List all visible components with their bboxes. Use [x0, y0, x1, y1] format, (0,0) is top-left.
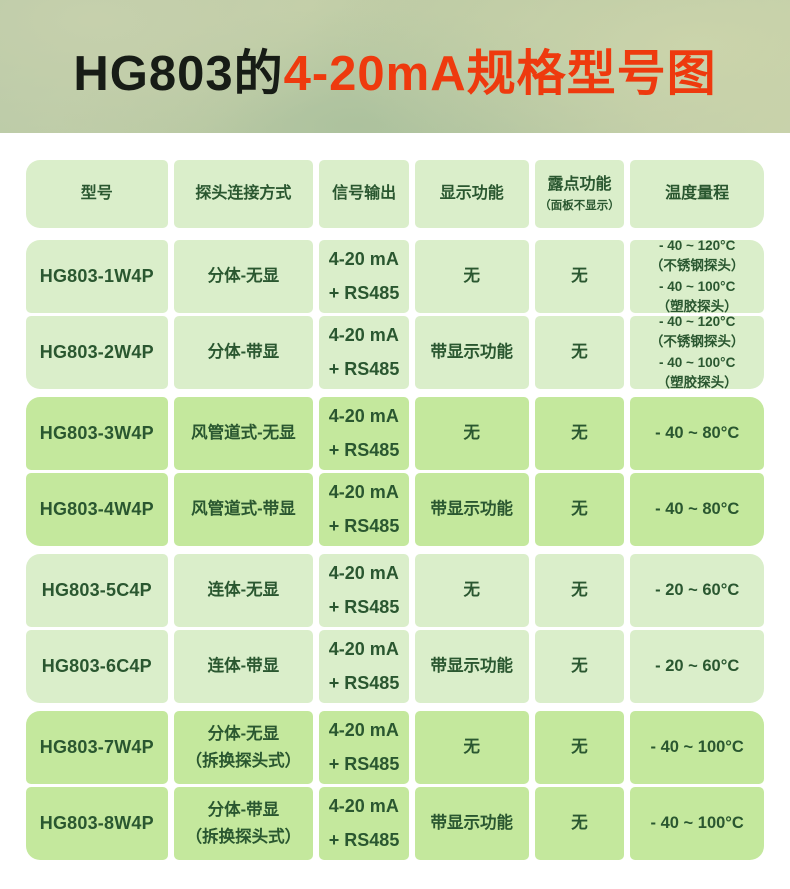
connection-cell: 分体-无显 （拆换探头式）	[173, 711, 314, 784]
display-cell: 无	[414, 711, 529, 784]
header-display: 显示功能	[414, 160, 529, 228]
connection-cell: 分体-带显 （拆换探头式）	[173, 787, 314, 860]
model-cell: HG803-7W4P	[26, 711, 168, 784]
header-dewpoint: 露点功能 （面板不显示）	[534, 160, 625, 228]
header-model-label: 型号	[80, 185, 113, 203]
signal-cell: 4-20 mA + RS485	[319, 473, 409, 546]
spec-table: 型号 探头连接方式 信号输出 显示功能 露点功能 （面板不显示） 温度量程 HG…	[26, 160, 764, 860]
signal-text: 4-20 mA + RS485	[328, 639, 400, 693]
signal-text: 4-20 mA + RS485	[328, 406, 400, 460]
temp-range-cell: - 20 ~ 60°C	[630, 554, 764, 627]
signal-text: 4-20 mA + RS485	[328, 482, 400, 536]
signal-text: 4-20 mA + RS485	[328, 720, 400, 774]
model-cell: HG803-5C4P	[26, 554, 168, 627]
connection-cell: 风管道式-无显	[173, 397, 314, 470]
display-cell: 无	[414, 554, 529, 627]
page-title: HG803的4-20mA规格型号图	[73, 28, 716, 105]
temp-range-cell: - 40 ~ 100°C	[630, 711, 764, 784]
connection-cell: 连体-无显	[173, 554, 314, 627]
connection-cell: 分体-带显	[173, 316, 314, 389]
row-group-duct-type: HG803-3W4P 风管道式-无显 4-20 mA + RS485 无 无 -…	[26, 397, 764, 546]
display-cell: 带显示功能	[414, 316, 529, 389]
connection-cell: 风管道式-带显	[173, 473, 314, 546]
temp-range-cell: - 40 ~ 120°C （不锈钢探头） - 40 ~ 100°C （塑胶探头）	[630, 238, 764, 314]
display-cell: 无	[414, 240, 529, 313]
signal-cell: 4-20 mA + RS485	[319, 787, 409, 860]
temp-range-cell: - 40 ~ 120°C （不锈钢探头） - 40 ~ 100°C （塑胶探头）	[630, 314, 764, 390]
display-cell: 带显示功能	[414, 787, 529, 860]
signal-cell: 4-20 mA + RS485	[319, 240, 409, 313]
model-cell: HG803-3W4P	[26, 397, 168, 470]
dewpoint-cell: 无	[534, 554, 625, 627]
signal-text: 4-20 mA + RS485	[328, 249, 400, 303]
title-spec-part: 4-20mA规格型号图	[283, 47, 717, 101]
dewpoint-cell: 无	[534, 397, 625, 470]
connection-cell: 连体-带显	[173, 630, 314, 703]
connection-cell: 分体-无显	[173, 240, 314, 313]
display-cell: 带显示功能	[414, 473, 529, 546]
temp-range-cell: - 20 ~ 60°C	[630, 630, 764, 703]
signal-cell: 4-20 mA + RS485	[319, 554, 409, 627]
header-display-label: 显示功能	[439, 185, 504, 203]
signal-text: 4-20 mA + RS485	[328, 563, 400, 617]
temp-range-cell: - 40 ~ 80°C	[630, 397, 764, 470]
dewpoint-cell: 无	[534, 473, 625, 546]
signal-cell: 4-20 mA + RS485	[319, 316, 409, 389]
signal-cell: 4-20 mA + RS485	[319, 711, 409, 784]
model-cell: HG803-1W4P	[26, 240, 168, 313]
row-group-split-type: HG803-1W4P 分体-无显 4-20 mA + RS485 无 无 - 4…	[26, 238, 764, 390]
header-connection-label: 探头连接方式	[195, 185, 292, 203]
model-cell: HG803-4W4P	[26, 473, 168, 546]
signal-text: 4-20 mA + RS485	[328, 796, 400, 850]
dewpoint-cell: 无	[534, 630, 625, 703]
signal-text: 4-20 mA + RS485	[328, 325, 400, 379]
model-cell: HG803-2W4P	[26, 316, 168, 389]
row-group-integrated-type: HG803-5C4P 连体-无显 4-20 mA + RS485 无 无 - 2…	[26, 554, 764, 703]
temp-range-cell: - 40 ~ 100°C	[630, 787, 764, 860]
header-dewpoint-note: （面板不显示）	[539, 199, 620, 212]
header-signal-label: 信号输出	[332, 185, 397, 203]
display-cell: 带显示功能	[414, 630, 529, 703]
dewpoint-cell: 无	[534, 711, 625, 784]
dewpoint-cell: 无	[534, 787, 625, 860]
header-signal: 信号输出	[319, 160, 409, 228]
header-temp-range: 温度量程	[630, 160, 764, 228]
table-header-row: 型号 探头连接方式 信号输出 显示功能 露点功能 （面板不显示） 温度量程	[26, 160, 764, 228]
title-model-part: HG803的	[73, 47, 284, 101]
model-cell: HG803-8W4P	[26, 787, 168, 860]
temp-range-cell: - 40 ~ 80°C	[630, 473, 764, 546]
signal-cell: 4-20 mA + RS485	[319, 630, 409, 703]
header-dewpoint-label: 露点功能	[547, 175, 612, 193]
dewpoint-cell: 无	[534, 240, 625, 313]
header-temp-range-label: 温度量程	[665, 185, 730, 203]
dewpoint-cell: 无	[534, 316, 625, 389]
header-model: 型号	[26, 160, 168, 228]
banner-background: HG803的4-20mA规格型号图	[0, 0, 790, 133]
header-connection: 探头连接方式	[173, 160, 314, 228]
row-group-replaceable-probe-type: HG803-7W4P 分体-无显 （拆换探头式） 4-20 mA + RS485…	[26, 711, 764, 860]
signal-cell: 4-20 mA + RS485	[319, 397, 409, 470]
display-cell: 无	[414, 397, 529, 470]
model-cell: HG803-6C4P	[26, 630, 168, 703]
